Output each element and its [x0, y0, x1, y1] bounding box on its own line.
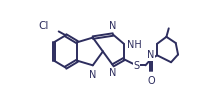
Text: N: N	[109, 21, 116, 31]
Text: N: N	[109, 68, 116, 78]
Text: Cl: Cl	[38, 21, 48, 31]
Text: O: O	[146, 76, 154, 86]
Text: N: N	[147, 50, 154, 60]
Text: NH: NH	[126, 40, 141, 50]
Text: N: N	[89, 70, 96, 80]
Text: S: S	[133, 61, 139, 71]
